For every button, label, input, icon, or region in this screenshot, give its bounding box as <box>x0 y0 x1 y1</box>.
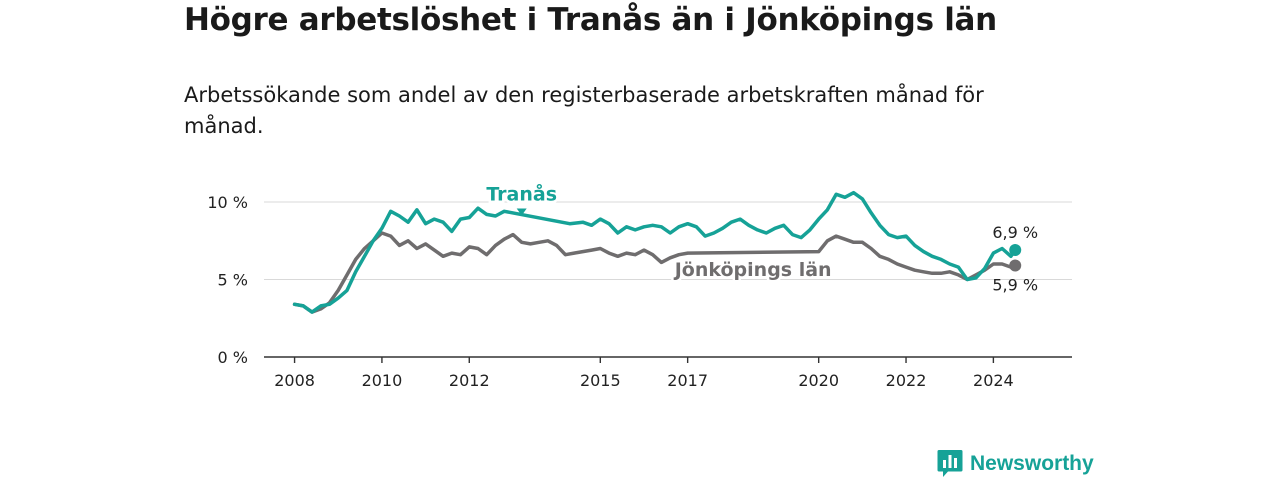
x-tick-label: 2012 <box>449 371 490 390</box>
x-tick-label: 2024 <box>973 371 1014 390</box>
x-tick-label: 2015 <box>580 371 621 390</box>
y-tick-label: 5 % <box>218 271 248 290</box>
tranas-end-value-label: 6,9 % <box>992 223 1038 242</box>
jonkoping-series-label: Jönköpings län <box>673 259 832 281</box>
x-tick-label: 2022 <box>886 371 927 390</box>
tranas-label-pointer-icon <box>516 208 527 216</box>
tranas-end-point <box>1009 244 1022 257</box>
y-tick-label: 0 % <box>218 348 248 367</box>
jonkoping-end-value-label: 5,9 % <box>992 276 1038 295</box>
brand-logo: Newsworthy <box>937 449 1094 479</box>
x-tick-label: 2010 <box>362 371 403 390</box>
x-tick-label: 2017 <box>667 371 708 390</box>
brand-name: Newsworthy <box>970 452 1094 475</box>
jonkoping-series-line <box>292 231 1017 314</box>
chart-subtitle: Arbetssökande som andel av den registerb… <box>184 83 984 138</box>
tranas-series-line <box>292 190 1017 314</box>
newsworthy-logo-icon <box>937 450 963 477</box>
x-tick-label: 2008 <box>274 371 315 390</box>
y-tick-label: 10 % <box>207 193 248 212</box>
jonkoping-end-point <box>1009 259 1022 272</box>
tranas-series-label: Tranås <box>486 181 557 205</box>
x-tick-label: 2020 <box>798 371 839 390</box>
chart-title: Högre arbetslöshet i Tranås än i Jönköpi… <box>184 2 997 38</box>
